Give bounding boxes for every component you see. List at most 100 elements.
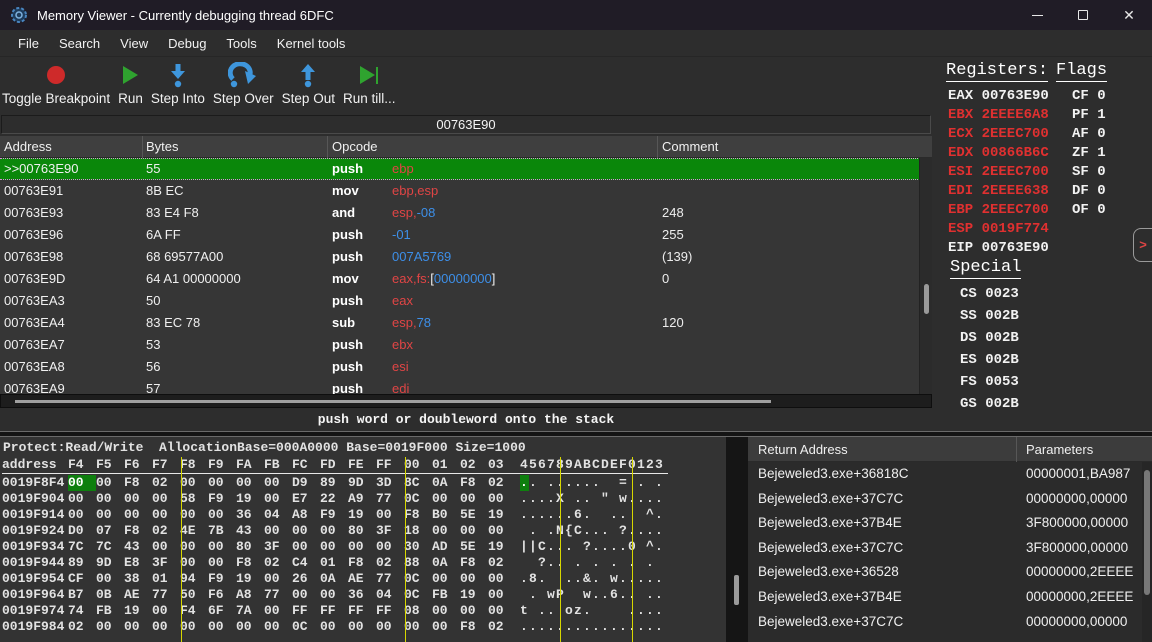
hex-byte[interactable]: 0C <box>404 571 420 586</box>
hex-byte[interactable]: 02 <box>488 475 504 490</box>
hex-byte[interactable]: 02 <box>488 555 504 570</box>
scrollbar-thumb[interactable] <box>924 284 929 314</box>
hex-byte[interactable]: 00 <box>460 603 476 618</box>
hex-row[interactable]: 0019F904 00 00 00 00 58 F9 19 00 E7 22 A9 77 0C 00 00 00… <box>0 491 664 507</box>
hex-byte[interactable]: F8 <box>348 555 364 570</box>
hex-byte[interactable]: 3D <box>376 475 392 490</box>
hex-byte[interactable]: 0A <box>320 571 336 586</box>
hex-byte[interactable]: 00 <box>68 507 84 522</box>
hex-byte[interactable]: 02 <box>264 555 280 570</box>
hex-byte[interactable]: 00 <box>236 619 252 634</box>
disasm-row[interactable]: 00763EA3 50 push eax <box>0 290 932 312</box>
hex-byte[interactable]: F9 <box>320 507 336 522</box>
hex-byte[interactable]: 00 <box>432 523 448 538</box>
hex-byte[interactable]: 00 <box>376 539 392 554</box>
disasm-row[interactable]: 00763E91 8B EC mov ebp,esp <box>0 180 932 202</box>
hex-byte[interactable]: 19 <box>124 603 140 618</box>
hex-row[interactable]: 0019F8F4 00 00 F8 02 00 00 00 00 D9 89 9D 3D 8C 0A F8 02… <box>0 475 664 491</box>
hex-byte[interactable]: 00 <box>488 587 504 602</box>
hex-row[interactable]: 0019F924 D0 07 F8 02 4E 7B 43 00 00 00 80 3F 18 00 00 00… <box>0 523 664 539</box>
hex-byte[interactable]: 00 <box>208 507 224 522</box>
hex-byte[interactable]: 02 <box>488 619 504 634</box>
disasm-row[interactable]: 00763EA7 53 push ebx <box>0 334 932 356</box>
hex-byte[interactable]: 00 <box>264 603 280 618</box>
hex-byte[interactable]: 7C <box>96 539 112 554</box>
hex-byte[interactable]: 00 <box>432 619 448 634</box>
hex-byte[interactable]: 7B <box>208 523 224 538</box>
stack-row[interactable]: Bejeweled3.exe+36528 00000000,2EEEE <box>748 560 1152 585</box>
menu-item-tools[interactable]: Tools <box>226 35 257 51</box>
hex-byte[interactable]: 36 <box>236 507 252 522</box>
maximize-button[interactable] <box>1060 0 1106 30</box>
disasm-row[interactable]: 00763E93 83 E4 F8 and esp,-08 248 <box>0 202 932 224</box>
hex-byte[interactable]: A8 <box>292 507 308 522</box>
hex-byte[interactable]: 00 <box>152 619 168 634</box>
stack-row[interactable]: Bejeweled3.exe+37B4E 3F800000,00000 <box>748 511 1152 536</box>
hex-byte[interactable]: 00 <box>488 491 504 506</box>
hex-byte[interactable]: 00 <box>152 603 168 618</box>
hex-byte[interactable]: 77 <box>376 571 392 586</box>
hex-byte[interactable]: 50 <box>180 587 196 602</box>
hex-byte[interactable]: 38 <box>124 571 140 586</box>
hex-byte[interactable]: 80 <box>236 539 252 554</box>
disasm-row[interactable]: 00763EA8 56 push esi <box>0 356 932 378</box>
hex-byte[interactable]: 00 <box>488 603 504 618</box>
disasm-row[interactable]: 00763EA9 57 push edi <box>0 378 932 394</box>
hex-row[interactable]: 0019F984 02 00 00 00 00 00 00 00 0C 00 00 00 00 00 F8 02… <box>0 619 664 635</box>
hex-byte[interactable]: 00 <box>208 475 224 490</box>
hex-byte[interactable]: 89 <box>68 555 84 570</box>
hex-byte[interactable]: 00 <box>264 523 280 538</box>
disasm-row[interactable]: 00763EA4 83 EC 78 sub esp,78 120 <box>0 312 932 334</box>
hex-byte[interactable]: 0C <box>404 491 420 506</box>
hex-byte[interactable]: 00 <box>152 491 168 506</box>
flag-of[interactable]: OF 0 <box>1072 202 1106 218</box>
hex-byte[interactable]: 5E <box>460 539 476 554</box>
hex-byte[interactable]: 26 <box>292 571 308 586</box>
hex-byte[interactable]: 94 <box>180 571 196 586</box>
hex-byte[interactable]: F8 <box>460 555 476 570</box>
hex-byte[interactable]: 04 <box>376 587 392 602</box>
hex-byte[interactable]: CF <box>68 571 84 586</box>
hex-byte[interactable]: 00 <box>96 507 112 522</box>
hex-byte[interactable]: A9 <box>348 491 364 506</box>
menu-item-file[interactable]: File <box>18 35 39 51</box>
flag-zf[interactable]: ZF 1 <box>1072 145 1106 161</box>
stack-row[interactable]: Bejeweled3.exe+37C7C 00000000,00000 <box>748 610 1152 635</box>
flag-pf[interactable]: PF 1 <box>1072 107 1106 123</box>
hex-byte[interactable]: 0B <box>96 587 112 602</box>
hex-byte[interactable]: 00 <box>432 491 448 506</box>
hex-byte[interactable]: 4E <box>180 523 196 538</box>
hex-byte[interactable]: FB <box>432 587 448 602</box>
disassembly-vertical-scrollbar[interactable] <box>919 158 932 394</box>
hex-byte[interactable]: 0C <box>292 619 308 634</box>
hex-byte[interactable]: FF <box>320 603 336 618</box>
hex-byte[interactable]: 00 <box>348 539 364 554</box>
hex-byte[interactable]: 07 <box>96 523 112 538</box>
hex-byte[interactable]: 00 <box>236 475 252 490</box>
hex-byte[interactable]: 19 <box>460 587 476 602</box>
hex-byte[interactable]: 43 <box>124 539 140 554</box>
hex-byte[interactable]: 00 <box>96 475 112 490</box>
hex-byte[interactable]: B7 <box>68 587 84 602</box>
hex-byte[interactable]: AD <box>432 539 448 554</box>
close-button[interactable]: ✕ <box>1106 0 1152 30</box>
register-ebx[interactable]: EBX 2EEEE6A8 <box>948 107 1049 123</box>
hex-byte[interactable]: 77 <box>264 587 280 602</box>
hex-byte[interactable]: D9 <box>292 475 308 490</box>
address-input[interactable]: 00763E90 <box>1 115 931 134</box>
hex-byte[interactable]: F4 <box>180 603 196 618</box>
hex-byte[interactable]: AE <box>348 571 364 586</box>
hex-byte[interactable]: 74 <box>68 603 84 618</box>
hex-byte[interactable]: 00 <box>264 491 280 506</box>
hex-byte[interactable]: FF <box>292 603 308 618</box>
hex-byte[interactable]: E8 <box>124 555 140 570</box>
segment-register-fs[interactable]: FS 0053 <box>960 374 1019 390</box>
hex-byte[interactable]: 18 <box>404 523 420 538</box>
disassembly-horizontal-scrollbar[interactable] <box>0 394 932 408</box>
hex-byte[interactable]: 8C <box>404 475 420 490</box>
hex-byte[interactable]: 0C <box>404 587 420 602</box>
hex-byte[interactable]: 43 <box>236 523 252 538</box>
hex-byte[interactable]: 00 <box>292 523 308 538</box>
hex-byte[interactable]: 00 <box>264 619 280 634</box>
hex-byte[interactable]: 00 <box>180 539 196 554</box>
